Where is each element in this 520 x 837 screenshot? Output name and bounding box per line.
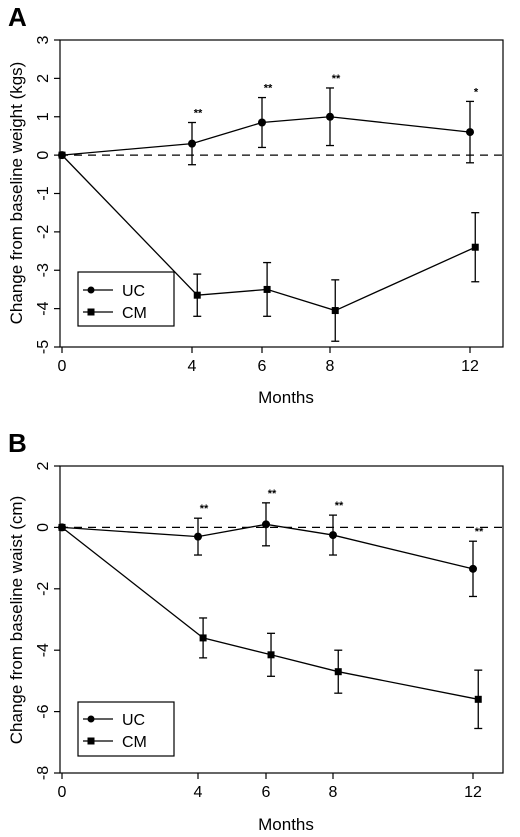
data-point-uc [262,520,270,529]
y-tick-label: -4 [35,301,52,315]
significance-marker: ** [335,500,344,512]
y-tick-label: -1 [35,186,52,200]
significance-marker: ** [475,526,484,538]
data-point-cm [334,668,342,676]
legend-label-cm: CM [122,305,147,322]
series-line-cm [61,526,479,700]
y-tick-label: -8 [35,766,52,780]
data-point-cm [331,307,339,315]
y-tick-label: -4 [35,643,52,657]
y-tick-label: -2 [35,582,52,596]
plot-frame [59,465,504,774]
data-point-cm [193,291,201,299]
x-tick-label: 0 [58,358,67,375]
series-layer: ******* [58,73,480,342]
y-axis-label: Change from baseline waist (cm) [7,496,26,744]
data-point-uc [188,139,196,148]
significance-marker: ** [194,108,203,120]
legend-marker-cm [87,308,95,316]
legend-marker-cm [87,737,95,745]
x-tick-label: 0 [58,784,67,801]
y-tick-label: 2 [35,461,52,470]
y-tick-label: -6 [35,704,52,718]
y-axis: -5 -4 -3 -2 -1 0 1 2 3 [35,35,60,354]
data-point-uc [469,564,477,573]
legend: UC CM [77,701,175,757]
y-axis: -8 -6 -4 -2 0 2 [35,461,60,780]
y-tick-label: -2 [35,225,52,239]
x-tick-label: 8 [326,358,335,375]
legend: UC CM [77,271,175,327]
x-tick-label: 4 [194,784,203,801]
x-tick-label: 12 [461,358,479,375]
panel-letter: A [8,2,27,32]
y-tick-label: -3 [35,263,52,277]
data-point-uc [258,118,266,127]
x-tick-label: 6 [262,784,271,801]
legend-box [77,271,175,327]
data-point-uc [466,128,474,137]
y-tick-label: 0 [35,151,52,160]
x-axis-label: Months [258,815,314,834]
x-axis: 0 4 6 8 12 [58,347,479,375]
legend-label-cm: CM [122,734,147,751]
series-layer: ** ** ** ** [58,488,484,730]
panel-letter: B [8,428,27,458]
data-point-cm [199,634,207,642]
legend-label-uc: UC [122,283,145,300]
legend-label-uc: UC [122,712,145,729]
x-tick-label: 12 [464,784,482,801]
x-axis-label: Months [258,388,314,407]
data-point-cm [471,243,479,251]
data-point-cm [58,151,66,159]
legend-marker-uc [87,286,95,294]
legend-box [77,701,175,757]
data-point-uc [326,112,334,121]
significance-marker: ** [264,83,273,95]
y-tick-label: -5 [35,340,52,354]
panel-b: B -8 -6 -4 -2 0 2 0 4 6 8 12 ** ** ** ** UC CM Chang… [7,428,504,834]
significance-marker: * [474,86,479,98]
y-axis-label: Change from baseline weight (kgs) [7,62,26,325]
data-point-uc [194,532,202,541]
x-tick-label: 8 [329,784,338,801]
significance-marker: ** [200,503,209,515]
legend-marker-uc [87,715,95,723]
significance-marker: ** [332,73,341,85]
x-tick-label: 4 [188,358,197,375]
data-point-uc [329,531,337,540]
data-point-cm [263,285,271,293]
significance-marker: ** [268,488,277,500]
y-tick-label: 2 [35,74,52,83]
x-tick-label: 6 [258,358,267,375]
x-axis: 0 4 6 8 12 [58,773,482,801]
y-tick-label: 0 [35,523,52,532]
data-point-cm [58,523,66,531]
y-tick-label: 3 [35,35,52,44]
series-line-uc [61,523,474,570]
y-tick-label: 1 [35,112,52,121]
data-point-cm [474,695,482,703]
data-point-cm [267,651,275,659]
